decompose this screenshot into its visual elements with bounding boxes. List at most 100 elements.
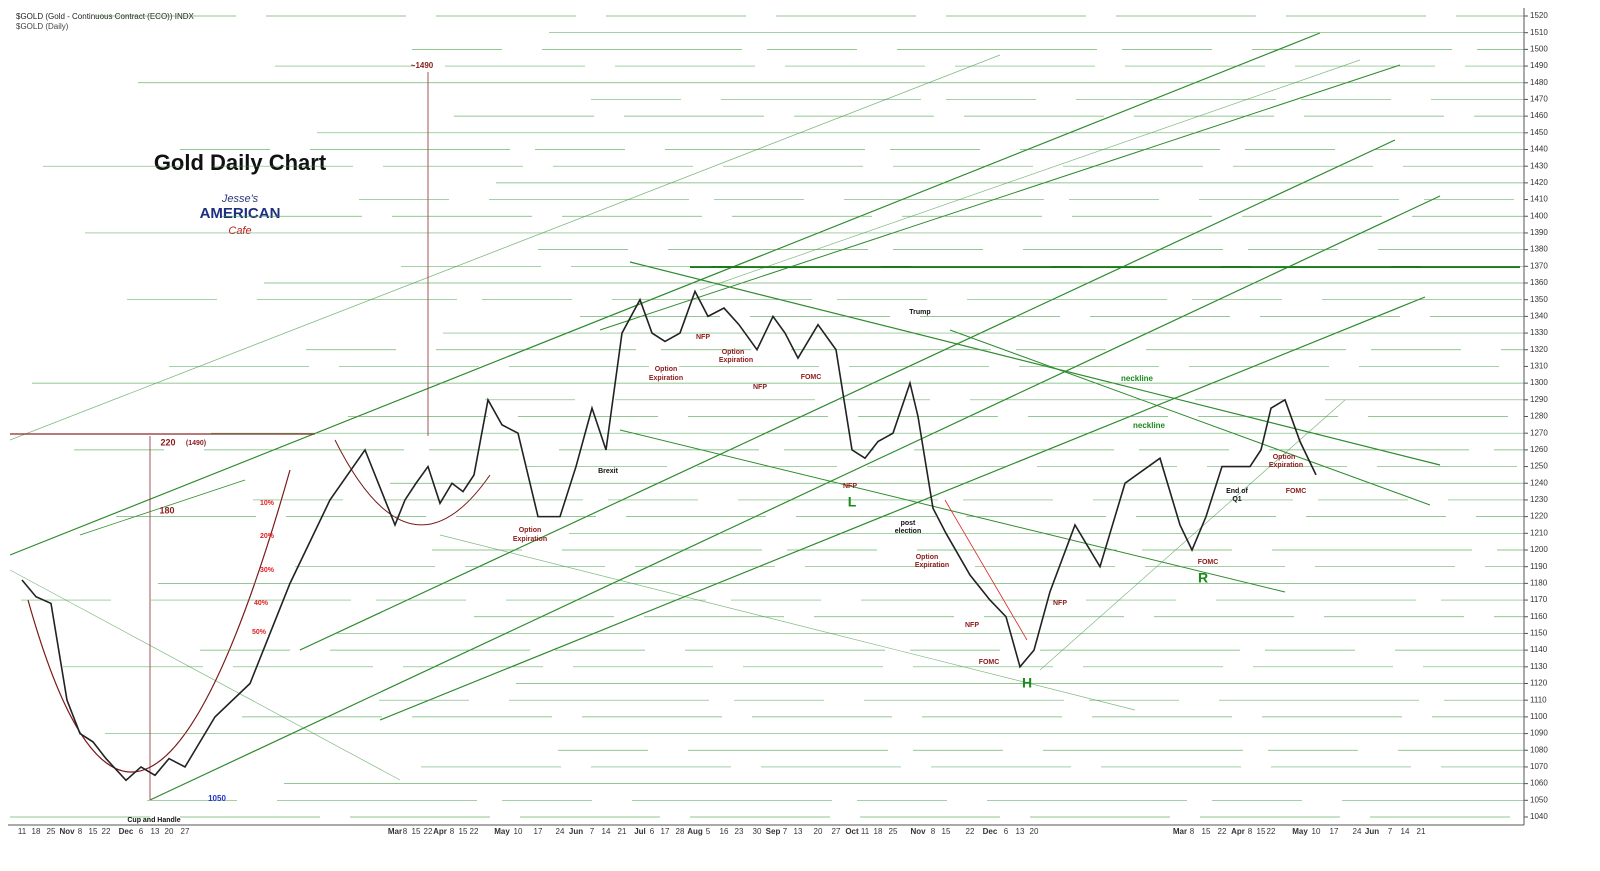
y-tick-label: 1320 xyxy=(1530,345,1548,354)
trend-lines xyxy=(9,32,1520,801)
x-tick-label: 11 xyxy=(861,827,870,836)
y-tick-label: 1300 xyxy=(1530,378,1548,387)
annotation: NFP xyxy=(1053,600,1067,607)
y-tick-label: 1170 xyxy=(1530,595,1548,604)
x-tick-label: 7 xyxy=(783,827,788,836)
x-tick-label: Dec xyxy=(983,827,998,836)
x-tick-label: Nov xyxy=(910,827,926,836)
annotation: Trump xyxy=(909,309,930,316)
y-tick-label: 1070 xyxy=(1530,762,1548,771)
y-tick-label: 1150 xyxy=(1530,629,1548,638)
x-tick-label: 23 xyxy=(735,827,744,836)
annotation: Expiration xyxy=(915,562,949,569)
y-tick-label: 1190 xyxy=(1530,562,1548,571)
annotation: 10% xyxy=(260,500,275,507)
annotation: 50% xyxy=(252,629,267,636)
logo-text: Cafe xyxy=(228,225,251,237)
y-tick-label: 1200 xyxy=(1530,545,1548,554)
annotation: (1490) xyxy=(186,440,206,447)
annotation: L xyxy=(848,494,857,510)
y-tick-label: 1310 xyxy=(1530,362,1548,371)
x-tick-label: 6 xyxy=(1004,827,1009,836)
annotation: 30% xyxy=(260,567,275,574)
y-tick-label: 1270 xyxy=(1530,428,1548,437)
annotation: Expiration xyxy=(719,357,753,364)
y-tick-label: 1420 xyxy=(1530,178,1548,187)
y-tick-label: 1440 xyxy=(1530,145,1548,154)
y-tick-label: 1250 xyxy=(1530,462,1548,471)
x-tick-label: 18 xyxy=(32,827,41,836)
x-tick-label: 13 xyxy=(794,827,803,836)
x-tick-label: 24 xyxy=(1353,827,1362,836)
x-tick-label: 25 xyxy=(47,827,56,836)
annotation: neckline xyxy=(1121,374,1154,383)
x-tick-label: 17 xyxy=(534,827,543,836)
x-tick-label: Jul xyxy=(634,827,646,836)
y-tick-label: 1500 xyxy=(1530,44,1548,53)
annotation: Q1 xyxy=(1232,496,1241,503)
x-tick-label: 24 xyxy=(556,827,565,836)
y-tick-label: 1060 xyxy=(1530,779,1548,788)
x-tick-label: 8 xyxy=(931,827,936,836)
y-tick-label: 1050 xyxy=(1530,795,1548,804)
y-tick-label: 1520 xyxy=(1530,11,1548,20)
annotation: Option xyxy=(655,366,678,373)
y-tick-label: 1470 xyxy=(1530,95,1548,104)
x-tick-label: 21 xyxy=(618,827,627,836)
annotation: FOMC xyxy=(1286,488,1307,495)
x-tick-label: Aug xyxy=(687,827,703,836)
y-tick-label: 1450 xyxy=(1530,128,1548,137)
annotation: Option xyxy=(916,554,939,561)
y-tick-label: 1510 xyxy=(1530,28,1548,37)
y-tick-label: 1280 xyxy=(1530,412,1548,421)
annotation: FOMC xyxy=(1198,559,1219,566)
symbol-header: $GOLD (Gold - Continuous Contract (ECO))… xyxy=(16,12,194,21)
annotation: NFP xyxy=(965,622,979,629)
x-tick-label: 27 xyxy=(832,827,841,836)
x-tick-label: 5 xyxy=(706,827,711,836)
y-tick-label: 1140 xyxy=(1530,645,1548,654)
x-tick-label: 17 xyxy=(661,827,670,836)
x-tick-label: Nov xyxy=(59,827,75,836)
x-tick-label: 22 xyxy=(1218,827,1227,836)
annotation: 20% xyxy=(260,533,275,540)
annotation: Option xyxy=(722,349,745,356)
y-tick-label: 1380 xyxy=(1530,245,1548,254)
grid xyxy=(10,15,1524,818)
y-tick-label: 1080 xyxy=(1530,745,1548,754)
x-tick-label: 14 xyxy=(602,827,611,836)
y-tick-label: 1180 xyxy=(1530,578,1548,587)
x-tick-label: 17 xyxy=(1330,827,1339,836)
y-tick-label: 1120 xyxy=(1530,679,1548,688)
y-tick-label: 1220 xyxy=(1530,512,1548,521)
y-tick-label: 1370 xyxy=(1530,261,1548,270)
annotation: Cup and Handle xyxy=(127,817,180,824)
annotation: 180 xyxy=(159,505,174,515)
annotation: End of xyxy=(1226,488,1248,495)
x-tick-label: 22 xyxy=(470,827,479,836)
annotation: 220 xyxy=(160,437,175,447)
x-tick-label: 8 xyxy=(1190,827,1195,836)
x-tick-label: 8 xyxy=(450,827,455,836)
x-tick-label: Sep xyxy=(766,827,781,836)
x-tick-label: 22 xyxy=(102,827,111,836)
y-tick-label: 1210 xyxy=(1530,528,1548,537)
x-tick-label: 20 xyxy=(1030,827,1039,836)
logo-text: AMERICAN xyxy=(200,205,281,222)
y-tick-label: 1290 xyxy=(1530,395,1548,404)
annotation: ~1490 xyxy=(411,61,434,70)
y-tick-label: 1390 xyxy=(1530,228,1548,237)
x-tick-label: 15 xyxy=(89,827,98,836)
x-tick-label: 11 xyxy=(18,827,27,836)
y-tick-label: 1460 xyxy=(1530,111,1548,120)
y-tick-label: 1090 xyxy=(1530,729,1548,738)
annotation: Option xyxy=(1273,454,1296,461)
annotation: Option xyxy=(519,527,542,534)
y-tick-label: 1160 xyxy=(1530,612,1548,621)
x-tick-label: 28 xyxy=(676,827,685,836)
annotation: NFP xyxy=(696,334,710,341)
chart-title: Gold Daily Chart xyxy=(154,150,327,175)
y-tick-label: 1410 xyxy=(1530,195,1548,204)
